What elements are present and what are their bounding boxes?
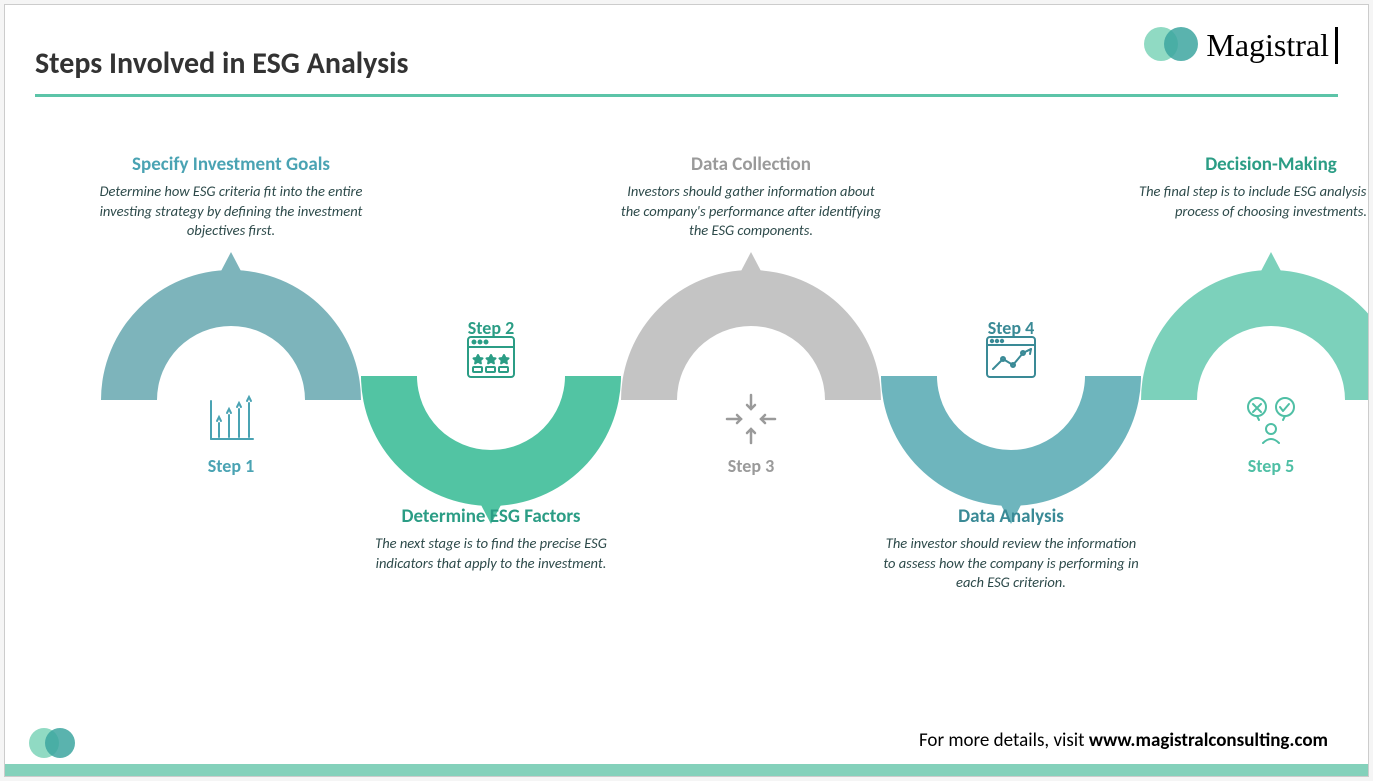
step-label: Step 5 [1221, 455, 1321, 477]
footer-text: For more details, visit www.magistralcon… [5, 729, 1368, 764]
step-title: Data Collection [611, 153, 891, 176]
step-desc: The investor should review the informati… [871, 534, 1151, 593]
slide: Steps Involved in ESG Analysis Magistral… [4, 4, 1369, 777]
footer-bar [5, 764, 1368, 776]
step-desc: The final step is to include ESG analysi… [1131, 182, 1369, 221]
step-block-3: Data Collection Investors should gather i… [611, 153, 891, 241]
rating-stars-icon [461, 327, 521, 387]
step-label: Step 3 [701, 455, 801, 477]
steps-diagram: Specify Investment Goals Determine how ES… [5, 135, 1368, 655]
page-title: Steps Involved in ESG Analysis [35, 45, 408, 82]
wave-arc-step-3 [619, 243, 883, 403]
step-block-1: Specify Investment Goals Determine how ES… [91, 153, 371, 241]
footer-prefix: For more details, visit [919, 729, 1089, 752]
chart-arrows-icon [201, 389, 261, 449]
step-title: Decision-Making [1131, 153, 1369, 176]
step-block-2: Determine ESG Factors The next stage is t… [351, 505, 631, 573]
step-block-5: Decision-Making The final step is to incl… [1131, 153, 1369, 221]
header: Steps Involved in ESG Analysis Magistral [5, 5, 1368, 82]
decision-person-icon [1241, 389, 1301, 449]
footer: For more details, visit www.magistralcon… [5, 729, 1368, 776]
title-divider [35, 94, 1338, 97]
wave-arc-step-5 [1139, 243, 1369, 403]
wave-arc-step-1 [99, 243, 363, 403]
footer-url: www.magistralconsulting.com [1089, 729, 1328, 752]
footer-logo-icon [29, 728, 79, 758]
step-desc: Determine how ESG criteria fit into the … [91, 182, 371, 241]
brand-name: Magistral [1206, 27, 1338, 64]
step-desc: Investors should gather information abou… [611, 182, 891, 241]
arrows-converge-icon [721, 389, 781, 449]
brand-logo: Magistral [1144, 25, 1338, 65]
step-title: Data Analysis [871, 505, 1151, 528]
step-desc: The next stage is to find the precise ES… [351, 534, 631, 573]
line-chart-icon [981, 327, 1041, 387]
step-title: Specify Investment Goals [91, 153, 371, 176]
logo-circles-icon [1144, 25, 1200, 65]
step-block-4: Data Analysis The investor should review … [871, 505, 1151, 593]
step-label: Step 1 [181, 455, 281, 477]
step-title: Determine ESG Factors [351, 505, 631, 528]
